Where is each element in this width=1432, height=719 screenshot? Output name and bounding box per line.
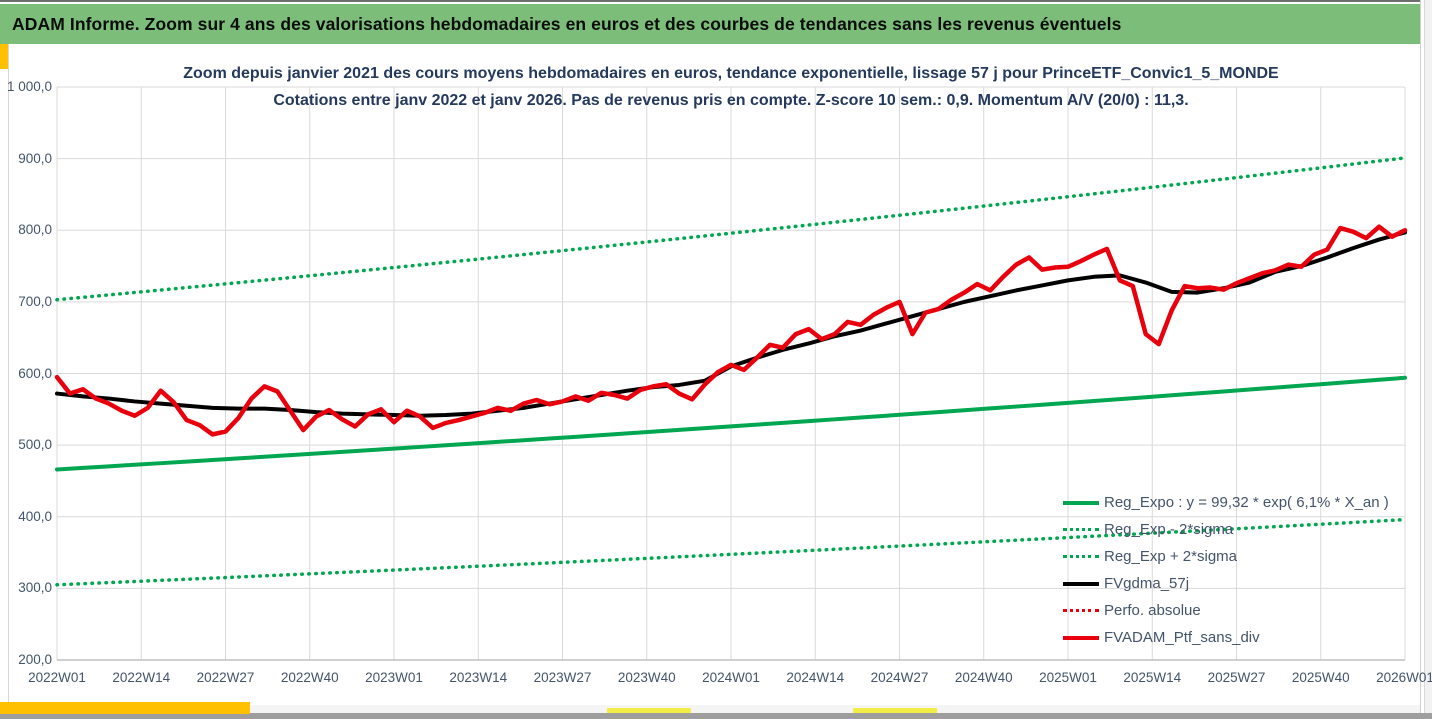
- series-line-1: [55, 517, 1407, 587]
- legend-swatch-dotted-line: [1063, 528, 1099, 531]
- legend-item[interactable]: Reg_Exp + 2*sigma: [1063, 543, 1389, 570]
- header-title: ADAM Informe. Zoom sur 4 ans des valoris…: [12, 13, 1122, 34]
- x-tick-label: 2023W14: [449, 670, 508, 685]
- x-tick-label: 2024W14: [786, 670, 845, 685]
- legend-item[interactable]: Reg_Exp - 2*sigma: [1063, 516, 1389, 543]
- chart-legend[interactable]: Reg_Expo : y = 99,32 * exp( 6,1% * X_an …: [1063, 489, 1389, 651]
- bottom-edge-bar: [0, 713, 1432, 719]
- chart-title-line2: Cotations entre janv 2022 et janv 2026. …: [273, 92, 1189, 109]
- right-column-gutter: [1424, 0, 1432, 719]
- x-tick-label: 2022W27: [196, 670, 255, 685]
- x-tick-label: 2025W14: [1123, 670, 1182, 685]
- x-tick-label: 2023W40: [617, 670, 676, 685]
- footer-row: [9, 705, 1420, 713]
- app-header: ADAM Informe. Zoom sur 4 ans des valoris…: [0, 4, 1420, 44]
- legend-swatch-solid-line: [1063, 500, 1099, 505]
- legend-label: Reg_Exp + 2*sigma: [1104, 548, 1237, 565]
- y-tick-label: 800,0: [18, 222, 52, 238]
- legend-label: Reg_Expo : y = 99,32 * exp( 6,1% * X_an …: [1104, 494, 1389, 511]
- right-column-border: [1420, 0, 1421, 719]
- footer-highlight-1: [607, 708, 691, 715]
- legend-label: Reg_Exp - 2*sigma: [1104, 521, 1234, 538]
- legend-item[interactable]: FVgdma_57j: [1063, 570, 1389, 597]
- x-tick-label: 2025W27: [1207, 670, 1266, 685]
- x-tick-label: 2025W01: [1039, 670, 1097, 685]
- legend-item[interactable]: Perfo. absolue: [1063, 597, 1389, 624]
- x-tick-label: 2022W14: [112, 670, 171, 685]
- series-line-5: [54, 224, 1408, 437]
- footer-left-accent-bar: [0, 702, 250, 714]
- legend-swatch-dotted-line: [1063, 609, 1099, 612]
- y-tick-label: 200,0: [18, 652, 52, 667]
- legend-swatch-solid-line: [1063, 581, 1099, 586]
- y-tick-label: 600,0: [18, 365, 52, 381]
- footer-highlight-2: [853, 708, 937, 715]
- chart-title-line1: Zoom depuis janvier 2021 des cours moyen…: [183, 65, 1279, 82]
- top-edge-line: [0, 0, 1420, 2]
- legend-item[interactable]: Reg_Expo : y = 99,32 * exp( 6,1% * X_an …: [1063, 489, 1389, 516]
- series-line-0: [55, 375, 1407, 472]
- x-tick-label: 2024W01: [702, 670, 760, 685]
- legend-swatch-dotted-line: [1063, 555, 1099, 558]
- series-line-2: [55, 156, 1407, 302]
- x-tick-label: 2024W27: [870, 670, 929, 685]
- left-column-border: [8, 44, 9, 713]
- y-tick-label: 500,0: [18, 437, 52, 453]
- x-tick-label: 2024W40: [954, 670, 1013, 685]
- legend-label: Perfo. absolue: [1104, 602, 1201, 619]
- x-tick-label: 2023W27: [533, 670, 592, 685]
- x-tick-label: 2022W40: [280, 670, 339, 685]
- y-tick-label: 1 000,0: [6, 79, 52, 94]
- x-tick-label: 2025W40: [1291, 670, 1350, 685]
- x-tick-label: 2026W01: [1376, 670, 1432, 685]
- legend-item[interactable]: FVADAM_Ptf_sans_div: [1063, 624, 1389, 651]
- x-tick-label: 2023W01: [365, 670, 423, 685]
- x-tick-label: 2022W01: [28, 670, 86, 685]
- legend-label: FVADAM_Ptf_sans_div: [1104, 629, 1260, 646]
- y-tick-label: 400,0: [18, 508, 52, 524]
- legend-swatch-solid-line: [1063, 635, 1099, 640]
- y-tick-label: 700,0: [18, 293, 52, 309]
- y-tick-label: 900,0: [18, 150, 52, 166]
- y-tick-label: 300,0: [18, 580, 52, 596]
- legend-label: FVgdma_57j: [1104, 575, 1190, 592]
- left-accent-strip: [0, 44, 8, 69]
